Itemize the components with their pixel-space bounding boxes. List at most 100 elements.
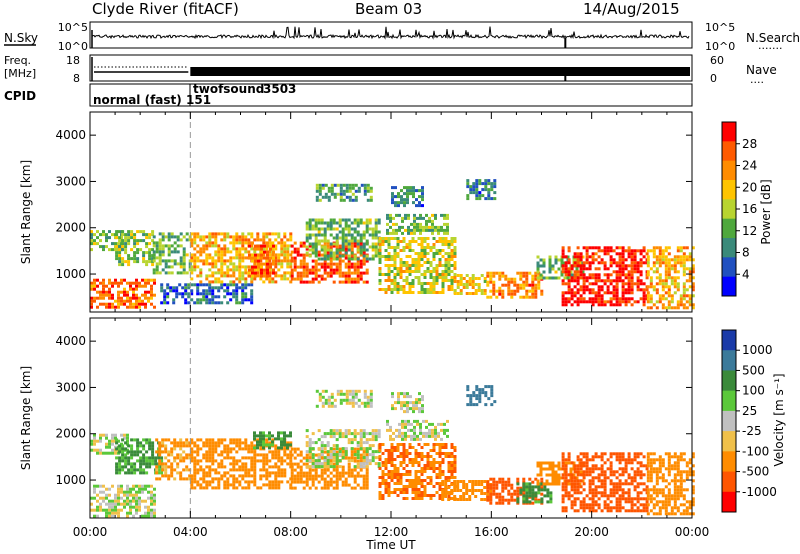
heatmap-cell (341, 447, 345, 451)
heatmap-cell (338, 271, 342, 275)
heatmap-cell (232, 271, 236, 275)
heatmap-cell (283, 453, 287, 457)
heatmap-cell (579, 273, 583, 277)
heatmap-cell (114, 433, 117, 437)
heatmap-cell (425, 225, 428, 229)
heatmap-cell (96, 284, 99, 288)
heatmap-cell (402, 270, 406, 273)
heatmap-cell (289, 459, 293, 463)
heatmap-cell (148, 233, 152, 237)
heatmap-cell (348, 186, 352, 190)
heatmap-cell (407, 225, 410, 229)
heatmap-cell (642, 246, 646, 250)
heatmap-cell (274, 453, 278, 457)
heatmap-cell (646, 297, 650, 301)
heatmap-cell (105, 508, 108, 512)
heatmap-cell (545, 461, 549, 465)
heatmap-cell (132, 493, 135, 497)
heatmap-cell (366, 198, 370, 202)
heatmap-cell (411, 270, 415, 273)
heatmap-cell (417, 237, 421, 240)
heatmap-cell (447, 246, 451, 249)
heatmap-cell (371, 242, 375, 246)
heatmap-cell (280, 265, 284, 269)
heatmap-cell (320, 465, 324, 469)
heatmap-cell (435, 467, 439, 470)
heatmap-cell (356, 277, 360, 281)
heatmap-cell (170, 259, 174, 263)
heatmap-cell (576, 270, 580, 274)
heatmap-cell (573, 291, 577, 295)
heatmap-cell (387, 246, 391, 249)
heatmap-cell (438, 446, 442, 449)
frequency-trace (91, 57, 691, 81)
heatmap-cell (394, 401, 397, 405)
heatmap-cell (105, 445, 108, 449)
heatmap-cell (141, 299, 144, 303)
heatmap-cell (93, 448, 96, 452)
heatmap-cell (576, 288, 580, 292)
heatmap-cell (531, 501, 535, 505)
heatmap-cell (447, 270, 451, 273)
heatmap-cell (96, 499, 99, 503)
heatmap-cell (220, 250, 224, 254)
heatmap-cell (344, 480, 348, 484)
heatmap-cell (581, 255, 585, 259)
heatmap-cell (591, 282, 595, 286)
heatmap-cell (374, 245, 378, 249)
heatmap-cell (353, 277, 357, 281)
heatmap-cell (124, 462, 128, 466)
heatmap-cell (179, 447, 183, 451)
heatmap-cell (241, 441, 245, 445)
heatmap-cell (351, 392, 355, 396)
heatmap-cell (627, 300, 631, 304)
heatmap-cell (348, 401, 352, 405)
heatmap-cell (126, 433, 129, 437)
heatmap-cell (235, 268, 239, 272)
heatmap-cell (266, 256, 269, 260)
heatmap-cell (190, 244, 194, 248)
heatmap-cell (649, 282, 653, 286)
heatmap-cell (266, 241, 269, 245)
heatmap-cell (179, 474, 183, 478)
heatmap-cell (335, 468, 339, 472)
heatmap-cell (350, 450, 354, 454)
heatmap-cell (652, 261, 656, 265)
heatmap-cell (105, 493, 108, 497)
heatmap-cell (247, 468, 251, 472)
heatmap-cell (579, 270, 583, 274)
heatmap-cell (658, 264, 662, 268)
heatmap-cell (211, 468, 215, 472)
heatmap-cell (154, 462, 158, 466)
freq-tick-8: 8 (73, 72, 80, 85)
heatmap-cell (108, 442, 111, 446)
heatmap-cell (115, 257, 119, 261)
heatmap-cell (615, 273, 619, 277)
heatmap-cell (453, 449, 457, 452)
heatmap-cell (447, 252, 451, 255)
heatmap-cell (489, 289, 493, 293)
heatmap-cell (305, 471, 309, 475)
heatmap-cell (450, 264, 454, 267)
heatmap-cell (326, 465, 330, 469)
heatmap-cell (296, 462, 300, 466)
heatmap-cell (411, 485, 415, 488)
heatmap-cell (531, 295, 535, 299)
heatmap-cell (314, 465, 318, 469)
heatmap-cell (437, 422, 440, 426)
heatmap-cell (441, 255, 445, 258)
heatmap-cell (618, 273, 622, 277)
heatmap-cell (667, 276, 671, 280)
heatmap-cell (160, 301, 164, 305)
heatmap-cell (308, 468, 312, 472)
heatmap-cell (381, 273, 385, 276)
heatmap-cell (272, 250, 275, 254)
heatmap-cell (401, 437, 404, 441)
heatmap-cell (400, 404, 403, 408)
heatmap-cell (486, 498, 490, 502)
heatmap-cell (99, 505, 102, 509)
heatmap-cell (429, 494, 433, 497)
heatmap-cell (673, 306, 677, 310)
heatmap-cell (220, 271, 224, 275)
heatmap-cell (432, 485, 436, 488)
